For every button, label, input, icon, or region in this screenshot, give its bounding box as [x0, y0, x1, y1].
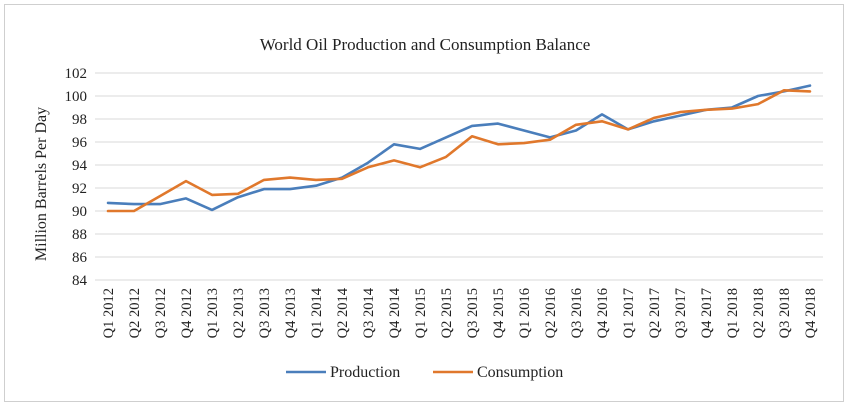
x-tick-label: Q1 2016 [517, 288, 533, 338]
x-tick-label: Q4 2016 [595, 288, 611, 338]
legend-label-production: Production [330, 364, 400, 381]
series-line-production [106, 84, 812, 212]
series-lines [106, 84, 812, 213]
x-tick-label: Q2 2018 [751, 288, 767, 338]
x-tick-label: Q2 2017 [647, 288, 663, 338]
x-tick-label: Q3 2018 [777, 288, 793, 338]
x-tick-label: Q3 2015 [465, 288, 481, 338]
x-tick-label: Q1 2013 [205, 288, 221, 338]
series-line-consumption [106, 89, 812, 213]
x-tick-label: Q2 2016 [543, 288, 559, 338]
x-tick-label: Q4 2017 [699, 288, 715, 338]
x-tick-label: Q4 2013 [283, 288, 299, 338]
x-tick-label: Q4 2018 [803, 288, 819, 338]
chart-title: World Oil Production and Consumption Bal… [260, 35, 591, 54]
x-tick-label: Q1 2017 [621, 288, 637, 338]
x-tick-label: Q2 2013 [231, 288, 247, 338]
x-tick-label: Q2 2014 [335, 287, 351, 338]
x-tick-label: Q2 2012 [127, 288, 143, 338]
x-tick-label: Q2 2015 [439, 288, 455, 338]
x-tick-label: Q3 2016 [569, 288, 585, 338]
y-axis-label: Million Barrels Per Day [33, 107, 50, 261]
x-tick-labels: Q1 2012 Q2 2012 Q3 2012 Q4 2012 Q1 2013 Q2 20… [101, 287, 819, 338]
legend: Production Consumption [286, 364, 563, 381]
x-tick-label: Q1 2012 [101, 288, 117, 338]
y-tick-label: 98 [72, 112, 87, 128]
y-tick-labels: 84 86 88 90 92 94 96 98 100 102 [65, 66, 88, 289]
x-tick-label: Q3 2012 [153, 288, 169, 338]
y-tick-label: 86 [72, 250, 88, 266]
y-tick-label: 102 [65, 66, 88, 82]
legend-label-consumption: Consumption [477, 364, 563, 381]
x-tick-label: Q3 2017 [673, 288, 689, 338]
y-tick-label: 88 [72, 227, 87, 243]
x-tick-label: Q3 2014 [361, 287, 377, 338]
y-tick-label: 94 [72, 158, 88, 174]
x-tick-label: Q4 2012 [179, 288, 195, 338]
y-tick-label: 100 [65, 89, 88, 105]
y-tick-label: 92 [72, 181, 87, 197]
x-tick-label: Q3 2013 [257, 288, 273, 338]
y-tick-label: 90 [72, 204, 87, 220]
x-tick-label: Q1 2014 [309, 287, 325, 338]
x-tick-label: Q1 2015 [413, 288, 429, 338]
gridlines [95, 72, 823, 281]
y-tick-label: 96 [72, 135, 88, 151]
x-tick-label: Q4 2014 [387, 287, 403, 338]
y-tick-label: 84 [72, 273, 88, 289]
x-tick-label: Q1 2018 [725, 288, 741, 338]
x-tick-label: Q4 2015 [491, 288, 507, 338]
